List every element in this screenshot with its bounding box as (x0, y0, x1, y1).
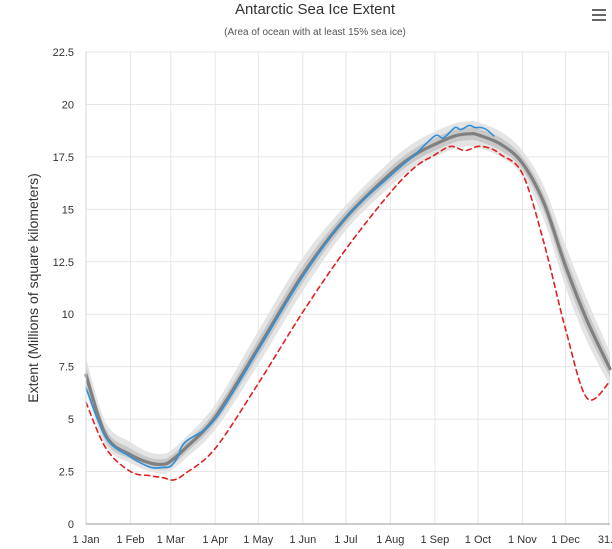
axis-layer: 1 Jan 1 Feb 1 Mar 1 Apr 1 May 1 Jun 1 Jul 1 Aug… (53, 47, 612, 546)
menu-bar-top (592, 9, 606, 11)
x-tick-label: 1 May (243, 534, 273, 546)
x-tick-label: 1 Apr (202, 534, 228, 546)
x-tick-label: 1 Dec (551, 534, 580, 546)
y-tick-label: 5 (68, 414, 74, 426)
y-tick-label: 22.5 (53, 47, 74, 59)
chart-subtitle: (Area of ocean with at least 15% sea ice… (224, 27, 406, 38)
x-tick-label: 1 Jul (334, 534, 357, 546)
x-tick-label: 1 Jun (289, 534, 316, 546)
grid-layer (85, 51, 610, 525)
y-tick-label: 12.5 (53, 257, 74, 269)
y-tick-label: 10 (62, 309, 74, 321)
y-tick-label: 7.5 (59, 362, 74, 374)
hamburger-menu-icon[interactable] (592, 9, 606, 21)
x-tick-label: 1 Nov (508, 534, 537, 546)
x-tick-label: 1 Mar (157, 534, 185, 546)
record-low-line (85, 145, 611, 481)
x-tick-label: 31... (598, 534, 612, 546)
x-tick-label: 1 Jan (73, 534, 100, 546)
median-line (84, 132, 612, 467)
x-tick-label: 1 Feb (116, 534, 144, 546)
y-tick-label: 15 (62, 204, 74, 216)
y-tick-label: 0 (68, 519, 74, 531)
x-tick-label: 1 Oct (465, 534, 491, 546)
x-tick-label: 1 Sep (420, 534, 449, 546)
chart-title: Antarctic Sea Ice Extent (234, 1, 396, 18)
menu-bar-middle (592, 14, 606, 16)
x-tick-label: 1 Aug (376, 534, 404, 546)
menu-bar-bottom (592, 19, 606, 21)
series-layer (84, 124, 612, 481)
y-tick-label: 20 (62, 99, 74, 111)
y-tick-label: 2.5 (59, 467, 74, 479)
y-axis-title: Extent (Millions of square kilometers) (25, 173, 41, 403)
range-band-layer (86, 121, 610, 474)
current-year-line (85, 124, 495, 469)
y-tick-label: 17.5 (53, 152, 74, 164)
